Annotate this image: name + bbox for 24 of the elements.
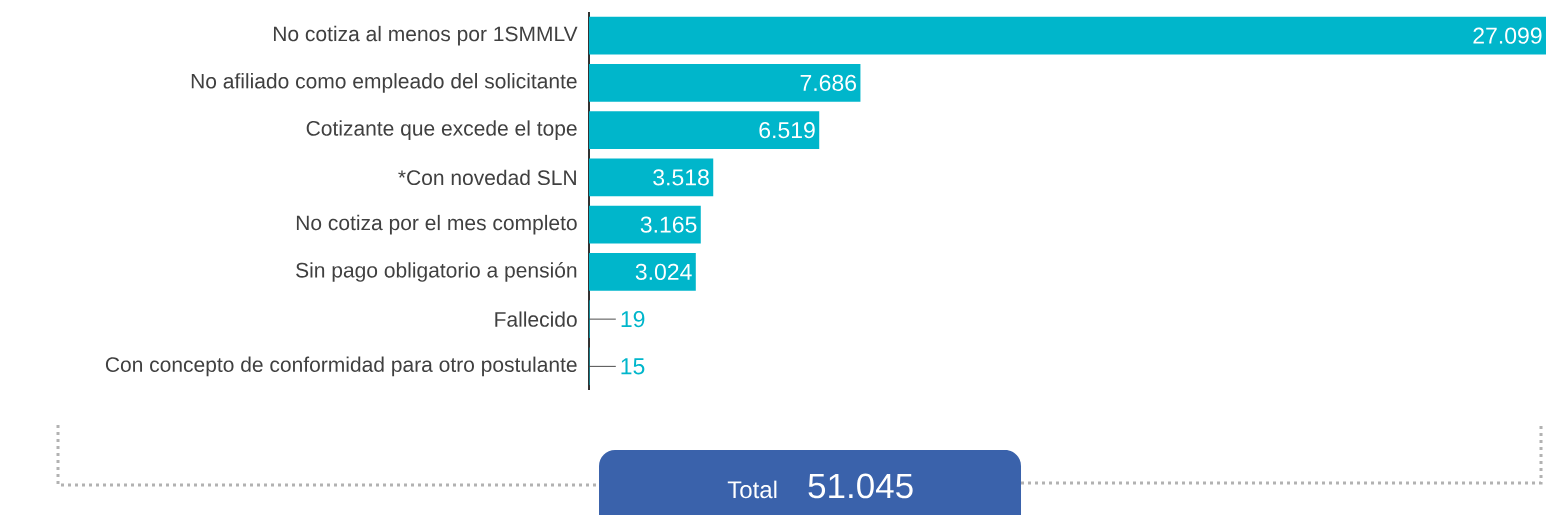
bar [589, 158, 714, 197]
bar [589, 63, 861, 102]
data-label: 15 [621, 358, 645, 375]
text: Total [727, 480, 777, 499]
bar [589, 16, 1546, 55]
y-tick-label: Con concepto de conformidad para otro postulante [105, 356, 577, 377]
data-label: 6.519 [759, 122, 815, 139]
y-tick-label: Sin pago obligatorio a pensión [296, 261, 577, 282]
bar [589, 205, 701, 244]
bar [589, 111, 820, 150]
y-tick-label: Cotizante que excede el tope [306, 120, 577, 140]
bar [589, 252, 696, 291]
data-label: 19 [621, 310, 645, 328]
data-label: 3.165 [640, 216, 697, 233]
y-tick-label: Fallecido [495, 311, 577, 327]
y-tick-label: No afiliado como empleado del solicitante [191, 73, 577, 93]
data-label: 7.686 [800, 74, 856, 92]
data-label: 27.099 [1473, 27, 1542, 44]
y-tick-label: No cotiza por el mes completo [296, 214, 577, 235]
text: 51.045 [808, 473, 913, 499]
y-tick-label: *Con novedad SLN [398, 169, 576, 186]
data-label: 3.518 [653, 169, 709, 186]
y-tick-label: No cotiza al menos por 1SMMLV [273, 25, 578, 46]
data-label: 3.024 [635, 263, 692, 281]
